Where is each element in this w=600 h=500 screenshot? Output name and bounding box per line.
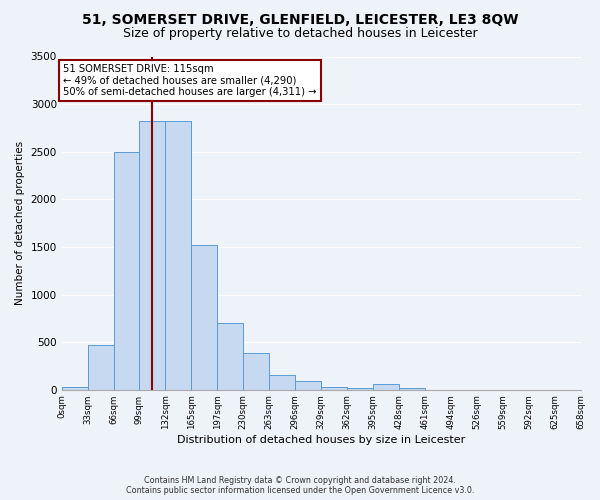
Bar [217,323,243,390]
Bar [113,152,139,390]
Y-axis label: Number of detached properties: Number of detached properties [15,141,25,305]
Bar [399,388,425,390]
Bar [191,245,217,390]
Bar [373,384,399,390]
Bar [166,121,191,390]
Bar [88,345,113,390]
Text: Contains HM Land Registry data © Crown copyright and database right 2024.
Contai: Contains HM Land Registry data © Crown c… [126,476,474,495]
Text: 51 SOMERSET DRIVE: 115sqm
← 49% of detached houses are smaller (4,290)
50% of se: 51 SOMERSET DRIVE: 115sqm ← 49% of detac… [63,64,317,98]
Bar [269,375,295,390]
X-axis label: Distribution of detached houses by size in Leicester: Distribution of detached houses by size … [177,435,465,445]
Bar [321,387,347,390]
Bar [139,121,166,390]
Bar [243,352,269,390]
Bar [347,388,373,390]
Bar [295,380,321,390]
Text: 51, SOMERSET DRIVE, GLENFIELD, LEICESTER, LE3 8QW: 51, SOMERSET DRIVE, GLENFIELD, LEICESTER… [82,12,518,26]
Bar [62,387,88,390]
Text: Size of property relative to detached houses in Leicester: Size of property relative to detached ho… [122,28,478,40]
